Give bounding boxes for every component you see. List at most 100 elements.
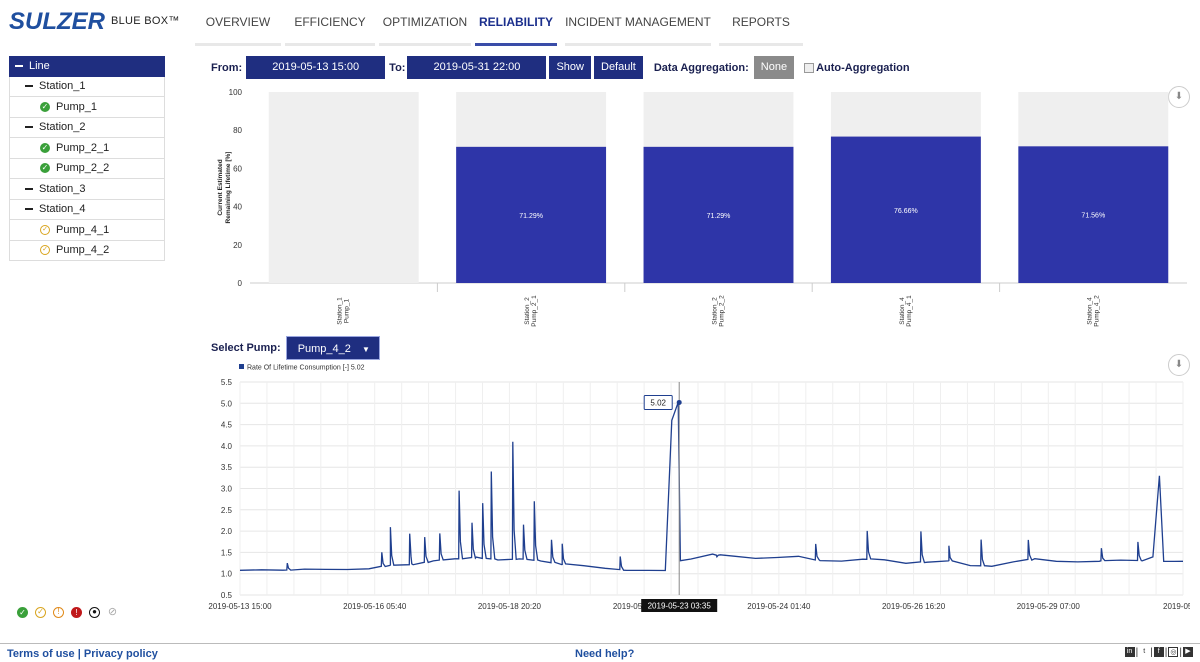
alarm-status-icon: ! [71,607,82,618]
nav-reports[interactable]: REPORTS [719,0,803,46]
tooltip-box [643,394,673,410]
data-aggregation-label: Data Aggregation: [653,61,749,74]
tree-item-pump-2-2[interactable]: ✓ Pump_2_2 [9,158,165,179]
need-help-link[interactable]: Need help? [575,648,635,660]
x-tick-label-line: Station_4 [1086,297,1093,325]
x-tick-label: 2019-05-29 07:00 [1017,602,1081,611]
youtube-icon[interactable]: ▶ [1183,647,1193,658]
tree-item-label: Pump_1 [56,100,97,113]
tree-item-label: Pump_4_2 [56,244,110,257]
hover-point [676,399,682,405]
x-tick-label: 2019-05-24 01:40 [747,602,811,611]
linkedin-icon[interactable]: in [1124,647,1135,658]
tree-item-pump-1[interactable]: ✓ Pump_1 [9,97,165,118]
tree-item-label: Station_1 [39,80,86,93]
collapse-icon [15,65,23,68]
nav-optimization[interactable]: OPTIMIZATION [379,0,471,46]
warn-status-icon: ✓ [40,245,50,256]
x-tick-label-line: Pump_1 [344,299,351,324]
y-tick-label: 80 [233,126,242,135]
y-tick-label: 2.5 [221,506,233,515]
y-tick-label: 4.0 [221,442,233,451]
nav-efficiency[interactable]: EFFICIENCY [285,0,375,46]
show-button[interactable]: Show [549,56,591,79]
tree-item-pump-4-1[interactable]: ✓ Pump_4_1 [9,220,165,241]
nav-incident-management[interactable]: INCIDENT MANAGEMENT [565,0,711,46]
download-bar-chart-button[interactable]: ⬇ [1168,86,1190,108]
nav-reliability[interactable]: RELIABILITY [475,0,557,46]
bar [1018,146,1169,283]
tree-item-station-3[interactable]: Station_3 [9,179,165,200]
tree-item-station-2[interactable]: Station_2 [9,117,165,138]
bar [456,146,607,283]
y-tick-label: 5.0 [221,399,233,408]
chevron-down-icon: ▼ [361,345,370,354]
bar-data-label: 71.29% [519,213,543,220]
footer-separator: | [77,648,81,660]
y-tick-label: 4.5 [221,421,233,430]
data-aggregation-none-button[interactable]: None [753,56,795,79]
x-tick-label: 2019-05-13 15:00 [208,602,272,611]
tree-item-pump-2-1[interactable]: ✓ Pump_2_1 [9,138,165,159]
auto-aggregation-checkbox[interactable] [804,62,815,73]
lifetime-consumption-line-chart: Rate Of Lifetime Consumption [-] 5.02 0.5… [208,364,1190,612]
instagram-icon[interactable]: ◎ [1168,647,1179,658]
privacy-policy-link[interactable]: Privacy policy [83,648,158,660]
nav-overview[interactable]: OVERVIEW [195,0,281,46]
default-button[interactable]: Default [594,56,643,79]
collapse-icon [25,85,33,88]
x-tick-label: 2019-05-16 05:40 [343,602,407,611]
auto-aggregation-label: Auto-Aggregation [816,61,910,74]
y-tick-label: 2.0 [221,527,233,536]
tree-item-pump-4-2[interactable]: ✓ Pump_4_2 [9,240,165,261]
x-tick-label-line: Station_4 [899,297,906,325]
y-tick-label: 100 [229,88,243,97]
tree-item-station-4[interactable]: Station_4 [9,199,165,220]
bar-background [268,92,419,283]
y-tick-label: 0.5 [221,591,233,600]
x-tick-label-line: Station_2 [524,297,531,325]
x-tick-label: Station_2Pump_2_1 [524,295,538,327]
status-legend: ✓ ✓ ! ! ● ⊘ [17,607,118,618]
x-tick-label-line: Pump_2_2 [719,295,726,327]
disabled-status-icon: ⊘ [107,606,118,618]
select-pump-row: Select Pump: Pump_4_2 ▼ [211,337,379,359]
main-nav: OVERVIEW EFFICIENCY OPTIMIZATION RELIABI… [195,0,803,46]
asset-tree: Line Station_1 ✓ Pump_1 Station_2 ✓ Pump_2… [9,56,165,261]
tree-item-label: Pump_2_2 [56,162,110,175]
pump-select-dropdown[interactable]: Pump_4_2 ▼ [286,337,379,359]
to-date-input[interactable]: 2019-05-31 22:00 [407,56,547,79]
facebook-icon[interactable]: f [1153,647,1164,658]
collapse-icon [25,187,33,190]
sulzer-logo[interactable]: SULZER [9,8,105,35]
offline-status-icon: ● [89,607,100,618]
x-tick-label: Station_2Pump_2_2 [712,295,726,327]
y-tick-label: 3.5 [221,463,233,472]
terms-of-use-link[interactable]: Terms of use [7,648,75,660]
y-axis-title: Current EstimatedRemaining Lifetime [%] [217,152,232,224]
ok-status-icon: ✓ [17,607,28,618]
y-tick-label: 20 [233,241,242,250]
from-date-input[interactable]: 2019-05-13 15:00 [246,56,386,79]
ok-status-icon: ✓ [40,142,50,153]
x-tick-label: Station_4Pump_4_2 [1086,295,1100,327]
x-tick-label: 2019-05-31 22:00 [1163,602,1190,611]
y-axis-title-line: Current Estimated [217,159,224,215]
y-tick-label: 60 [233,164,242,173]
twitter-icon[interactable]: t [1139,647,1150,658]
tree-item-label: Pump_2_1 [56,141,110,154]
tree-root-line[interactable]: Line [9,56,165,77]
x-tick-label: Station_1Pump_1 [337,297,351,325]
download-line-chart-button[interactable]: ⬇ [1168,354,1190,376]
tree-item-station-1[interactable]: Station_1 [9,76,165,97]
warn-status-icon: ✓ [40,224,50,235]
x-tick-label: 2019-05-18 20:20 [478,602,542,611]
top-navigation-bar: SULZER BLUE BOX™ OVERVIEW EFFICIENCY OPT… [0,0,1200,46]
y-axis-title-line: Remaining Lifetime [%] [225,152,232,224]
date-range-controls: From: 2019-05-13 15:00 To: 2019-05-31 22… [211,56,910,79]
tree-root-label: Line [29,60,50,73]
footer: Terms of use | Privacy policy Need help?… [0,643,1200,662]
y-tick-label: 1.0 [221,570,233,579]
y-tick-label: 0 [238,279,243,288]
remaining-lifetime-bar-chart: Current EstimatedRemaining Lifetime [%] 0… [217,88,1187,327]
